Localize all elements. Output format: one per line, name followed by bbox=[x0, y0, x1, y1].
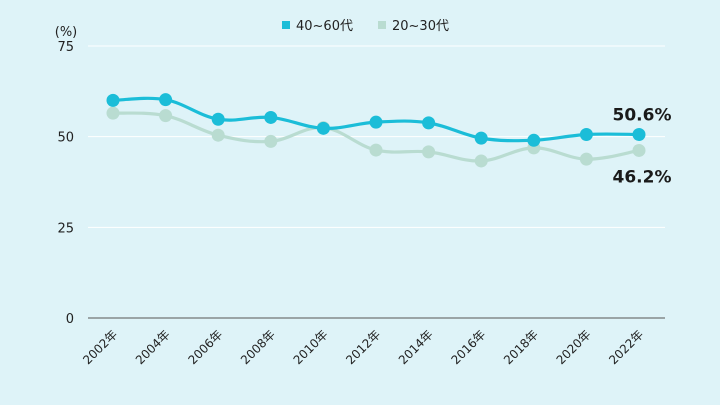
x-axis: 2002年 2004年 2006年 2008年 2010年 2012年 2014年 2016年… bbox=[80, 327, 646, 367]
x-tick-label: 2010年 bbox=[291, 327, 331, 367]
x-tick-label: 2002年 bbox=[80, 327, 120, 367]
legend: 40~60代 20~30代 bbox=[282, 19, 449, 34]
y-tick-label: 75 bbox=[57, 40, 74, 55]
legend-label: 40~60代 bbox=[296, 19, 353, 34]
y-tick-label: 50 bbox=[57, 131, 74, 146]
gridlines bbox=[88, 45, 665, 319]
y-tick-label: 0 bbox=[66, 312, 74, 327]
x-tick-label: 2016年 bbox=[448, 327, 488, 367]
data-point bbox=[159, 109, 173, 123]
data-point bbox=[632, 143, 646, 157]
data-point bbox=[264, 134, 278, 148]
data-label: 46.2% bbox=[613, 167, 672, 187]
data-point bbox=[369, 143, 383, 157]
data-point bbox=[106, 106, 120, 120]
legend-swatch bbox=[378, 21, 386, 29]
x-tick-label: 2014年 bbox=[396, 327, 436, 367]
series-group bbox=[106, 93, 646, 168]
annotations: 50.6% 46.2% bbox=[613, 105, 672, 187]
data-point bbox=[474, 131, 488, 145]
data-point bbox=[369, 115, 383, 129]
data-point bbox=[106, 93, 120, 107]
data-point bbox=[159, 93, 173, 107]
data-point bbox=[632, 127, 646, 141]
y-axis-unit-label: (%) bbox=[55, 25, 78, 40]
data-point bbox=[579, 152, 593, 166]
data-label: 50.6% bbox=[613, 105, 672, 125]
x-tick-label: 2020年 bbox=[554, 327, 594, 367]
data-point bbox=[579, 127, 593, 141]
data-point bbox=[264, 110, 278, 124]
x-tick-label: 2004年 bbox=[133, 327, 173, 367]
data-point bbox=[211, 128, 225, 142]
y-tick-label: 25 bbox=[57, 221, 74, 236]
legend-swatch bbox=[282, 21, 290, 29]
x-tick-label: 2006年 bbox=[185, 327, 225, 367]
data-point bbox=[474, 154, 488, 168]
y-axis: 0 25 50 75 bbox=[57, 40, 74, 327]
x-tick-label: 2018年 bbox=[501, 327, 541, 367]
data-point bbox=[316, 121, 330, 135]
data-point bbox=[422, 116, 436, 130]
legend-label: 20~30代 bbox=[392, 19, 449, 34]
x-tick-label: 2012年 bbox=[343, 327, 383, 367]
series-0 bbox=[106, 93, 646, 147]
x-tick-label: 2022年 bbox=[606, 327, 646, 367]
data-point bbox=[527, 133, 541, 147]
data-point bbox=[422, 145, 436, 159]
x-tick-label: 2008年 bbox=[238, 327, 278, 367]
data-point bbox=[211, 112, 225, 126]
